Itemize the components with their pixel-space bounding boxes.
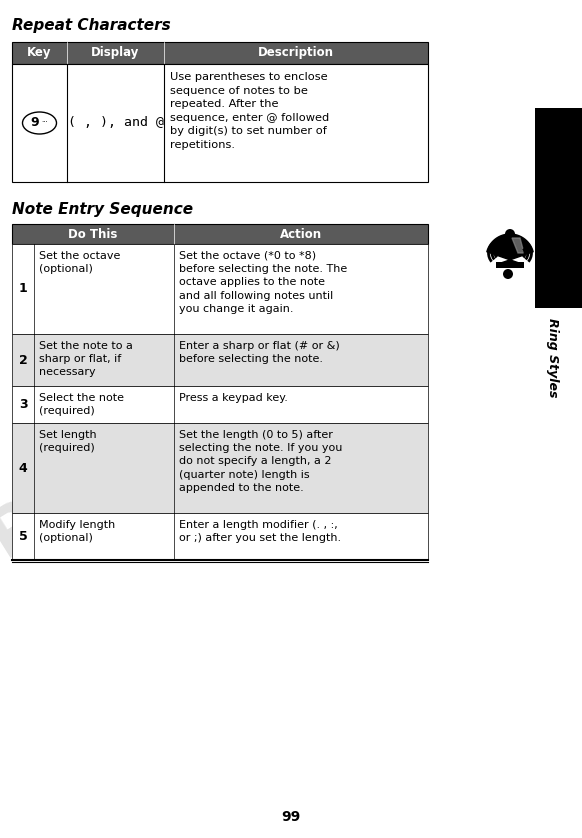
- Text: 4: 4: [19, 462, 27, 474]
- Circle shape: [505, 229, 515, 239]
- Text: Set the octave
(optional): Set the octave (optional): [39, 251, 120, 274]
- Text: Note Entry Sequence: Note Entry Sequence: [12, 202, 193, 217]
- Text: Set the octave (*0 to *8)
before selecting the note. The
octave applies to the n: Set the octave (*0 to *8) before selecti…: [179, 251, 347, 313]
- Bar: [12, 334, 428, 386]
- Text: Modify length
(optional): Modify length (optional): [39, 520, 115, 543]
- Text: 5: 5: [19, 530, 27, 543]
- Bar: [12, 244, 428, 334]
- Text: Enter a length modifier (. , :,
or ;) after you set the length.: Enter a length modifier (. , :, or ;) af…: [179, 520, 341, 543]
- Text: Enter a sharp or flat (# or &)
before selecting the note.: Enter a sharp or flat (# or &) before se…: [179, 341, 340, 365]
- Polygon shape: [487, 234, 533, 264]
- Ellipse shape: [23, 112, 56, 134]
- Text: PRELIMINARY: PRELIMINARY: [0, 246, 442, 571]
- Text: Do This: Do This: [68, 227, 118, 241]
- Text: Ring Styles: Ring Styles: [546, 318, 559, 398]
- Polygon shape: [512, 238, 524, 253]
- Text: Action: Action: [280, 227, 322, 241]
- Circle shape: [503, 269, 513, 279]
- Bar: [12, 224, 428, 244]
- Text: ( , ), and @: ( , ), and @: [68, 116, 164, 130]
- Text: Description: Description: [258, 46, 334, 59]
- Text: 99: 99: [281, 810, 301, 824]
- Text: 1: 1: [19, 282, 27, 296]
- Text: Select the note
(required): Select the note (required): [39, 393, 124, 416]
- Text: Press a keypad key.: Press a keypad key.: [179, 393, 288, 403]
- Text: Set the length (0 to 5) after
selecting the note. If you you
do not specify a le: Set the length (0 to 5) after selecting …: [179, 430, 342, 493]
- Text: ···: ···: [41, 119, 48, 125]
- Bar: [496, 262, 524, 268]
- Text: Use parentheses to enclose
sequence of notes to be
repeated. After the
sequence,: Use parentheses to enclose sequence of n…: [170, 72, 329, 150]
- Text: Set length
(required): Set length (required): [39, 430, 97, 453]
- Bar: [12, 64, 428, 182]
- Bar: [12, 423, 428, 513]
- Bar: [12, 42, 428, 64]
- Text: 2: 2: [19, 354, 27, 366]
- Text: Key: Key: [27, 46, 52, 59]
- Bar: [535, 108, 582, 308]
- Text: 9: 9: [30, 116, 39, 128]
- Text: Repeat Characters: Repeat Characters: [12, 18, 171, 33]
- Text: Set the note to a
sharp or flat, if
necessary: Set the note to a sharp or flat, if nece…: [39, 341, 133, 377]
- Text: Display: Display: [91, 46, 140, 59]
- Bar: [12, 513, 428, 560]
- Bar: [12, 386, 428, 423]
- Text: 3: 3: [19, 398, 27, 411]
